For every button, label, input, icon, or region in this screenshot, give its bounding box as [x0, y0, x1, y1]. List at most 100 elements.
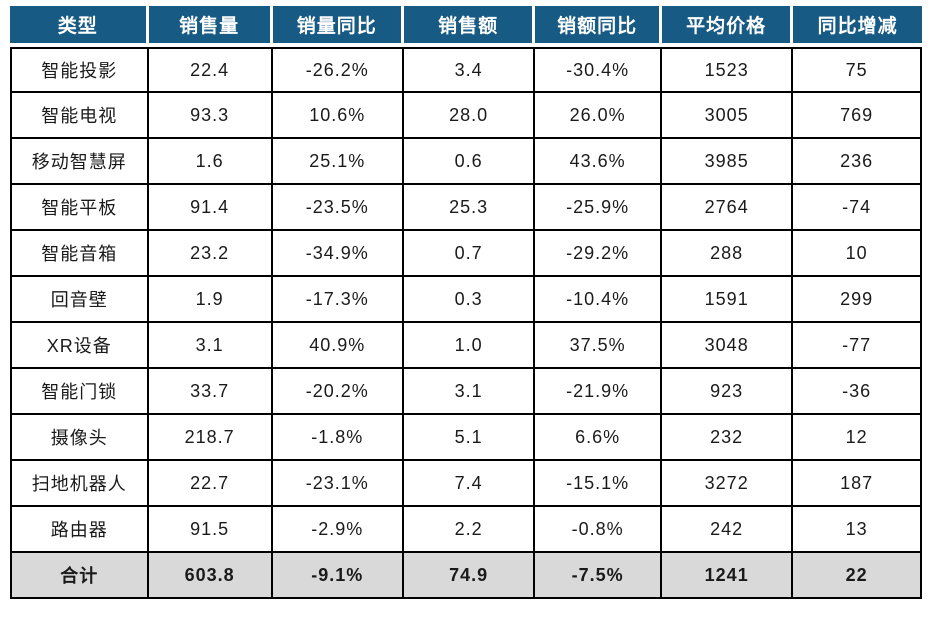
sales-volume-cell: 22.4 [148, 47, 273, 93]
table-row: 扫地机器人 22.7 -23.1% 7.4 -15.1% 3272 187 [10, 461, 922, 507]
amount-yoy-cell: -30.4% [535, 47, 663, 93]
volume-yoy-cell: -1.8% [272, 415, 404, 461]
yoy-change-cell: 75 [793, 47, 922, 93]
yoy-change-cell: 13 [793, 507, 922, 553]
category-cell: 智能音箱 [10, 231, 149, 277]
amount-yoy-cell: 43.6% [535, 139, 663, 185]
column-header-type: 类型 [10, 6, 149, 47]
sales-amount-cell: 28.0 [403, 93, 536, 139]
volume-yoy-cell: 10.6% [272, 93, 404, 139]
table-row: 智能投影 22.4 -26.2% 3.4 -30.4% 1523 75 [10, 47, 922, 93]
avg-price-cell: 3048 [662, 323, 794, 369]
category-cell: 智能电视 [10, 93, 149, 139]
sales-amount-cell: 1.0 [403, 323, 536, 369]
total-sales-amount-cell: 74.9 [403, 553, 536, 599]
sales-volume-cell: 93.3 [148, 93, 273, 139]
table-row: 摄像头 218.7 -1.8% 5.1 6.6% 232 12 [10, 415, 922, 461]
yoy-change-cell: 10 [793, 231, 922, 277]
table-row: 智能音箱 23.2 -34.9% 0.7 -29.2% 288 10 [10, 231, 922, 277]
amount-yoy-cell: 37.5% [535, 323, 663, 369]
amount-yoy-cell: -10.4% [535, 277, 663, 323]
total-avg-price-cell: 1241 [662, 553, 794, 599]
sales-volume-cell: 22.7 [148, 461, 273, 507]
total-label-cell: 合计 [10, 553, 149, 599]
table-body: 智能投影 22.4 -26.2% 3.4 -30.4% 1523 75 智能电视… [10, 47, 922, 599]
sales-table: 类型 销售量 销量同比 销售额 销额同比 平均价格 同比增减 智能投影 22.4… [10, 6, 922, 599]
volume-yoy-cell: -20.2% [272, 369, 404, 415]
column-header-amount-yoy: 销额同比 [535, 6, 663, 47]
table-row: 移动智慧屏 1.6 25.1% 0.6 43.6% 3985 236 [10, 139, 922, 185]
amount-yoy-cell: 6.6% [535, 415, 663, 461]
sales-amount-cell: 5.1 [403, 415, 536, 461]
yoy-change-cell: -74 [793, 185, 922, 231]
yoy-change-cell: 299 [793, 277, 922, 323]
table-row: XR设备 3.1 40.9% 1.0 37.5% 3048 -77 [10, 323, 922, 369]
sales-volume-cell: 1.6 [148, 139, 273, 185]
category-cell: 智能门锁 [10, 369, 149, 415]
category-cell: 智能投影 [10, 47, 149, 93]
table-row: 回音壁 1.9 -17.3% 0.3 -10.4% 1591 299 [10, 277, 922, 323]
avg-price-cell: 288 [662, 231, 794, 277]
amount-yoy-cell: -25.9% [535, 185, 663, 231]
amount-yoy-cell: -21.9% [535, 369, 663, 415]
total-sales-volume-cell: 603.8 [148, 553, 273, 599]
column-header-volume-yoy: 销量同比 [272, 6, 404, 47]
sales-amount-cell: 7.4 [403, 461, 536, 507]
sales-amount-cell: 0.6 [403, 139, 536, 185]
column-header-yoy-change: 同比增减 [793, 6, 922, 47]
sales-amount-cell: 0.7 [403, 231, 536, 277]
header-row: 类型 销售量 销量同比 销售额 销额同比 平均价格 同比增减 [10, 6, 922, 47]
yoy-change-cell: -36 [793, 369, 922, 415]
volume-yoy-cell: 25.1% [272, 139, 404, 185]
volume-yoy-cell: -26.2% [272, 47, 404, 93]
yoy-change-cell: 236 [793, 139, 922, 185]
amount-yoy-cell: -29.2% [535, 231, 663, 277]
avg-price-cell: 3985 [662, 139, 794, 185]
category-cell: 摄像头 [10, 415, 149, 461]
avg-price-cell: 923 [662, 369, 794, 415]
avg-price-cell: 242 [662, 507, 794, 553]
volume-yoy-cell: -2.9% [272, 507, 404, 553]
volume-yoy-cell: -34.9% [272, 231, 404, 277]
avg-price-cell: 3005 [662, 93, 794, 139]
amount-yoy-cell: -0.8% [535, 507, 663, 553]
category-cell: 扫地机器人 [10, 461, 149, 507]
avg-price-cell: 1591 [662, 277, 794, 323]
amount-yoy-cell: 26.0% [535, 93, 663, 139]
sales-amount-cell: 25.3 [403, 185, 536, 231]
sales-volume-cell: 91.5 [148, 507, 273, 553]
volume-yoy-cell: -17.3% [272, 277, 404, 323]
column-header-avg-price: 平均价格 [662, 6, 794, 47]
total-row: 合计 603.8 -9.1% 74.9 -7.5% 1241 22 [10, 553, 922, 599]
column-header-sales-volume: 销售量 [148, 6, 273, 47]
avg-price-cell: 2764 [662, 185, 794, 231]
table-header: 类型 销售量 销量同比 销售额 销额同比 平均价格 同比增减 [10, 6, 922, 47]
yoy-change-cell: 12 [793, 415, 922, 461]
amount-yoy-cell: -15.1% [535, 461, 663, 507]
category-cell: 回音壁 [10, 277, 149, 323]
table-row: 智能门锁 33.7 -20.2% 3.1 -21.9% 923 -36 [10, 369, 922, 415]
table-row: 智能平板 91.4 -23.5% 25.3 -25.9% 2764 -74 [10, 185, 922, 231]
volume-yoy-cell: -23.1% [272, 461, 404, 507]
sales-volume-cell: 218.7 [148, 415, 273, 461]
category-cell: 智能平板 [10, 185, 149, 231]
sales-volume-cell: 1.9 [148, 277, 273, 323]
total-amount-yoy-cell: -7.5% [535, 553, 663, 599]
sales-amount-cell: 0.3 [403, 277, 536, 323]
category-cell: XR设备 [10, 323, 149, 369]
table-row: 智能电视 93.3 10.6% 28.0 26.0% 3005 769 [10, 93, 922, 139]
sales-volume-cell: 33.7 [148, 369, 273, 415]
table-row: 路由器 91.5 -2.9% 2.2 -0.8% 242 13 [10, 507, 922, 553]
sales-amount-cell: 3.4 [403, 47, 536, 93]
avg-price-cell: 232 [662, 415, 794, 461]
category-cell: 移动智慧屏 [10, 139, 149, 185]
column-header-sales-amount: 销售额 [403, 6, 536, 47]
category-cell: 路由器 [10, 507, 149, 553]
volume-yoy-cell: 40.9% [272, 323, 404, 369]
avg-price-cell: 1523 [662, 47, 794, 93]
avg-price-cell: 3272 [662, 461, 794, 507]
sales-amount-cell: 3.1 [403, 369, 536, 415]
sales-volume-cell: 3.1 [148, 323, 273, 369]
volume-yoy-cell: -23.5% [272, 185, 404, 231]
